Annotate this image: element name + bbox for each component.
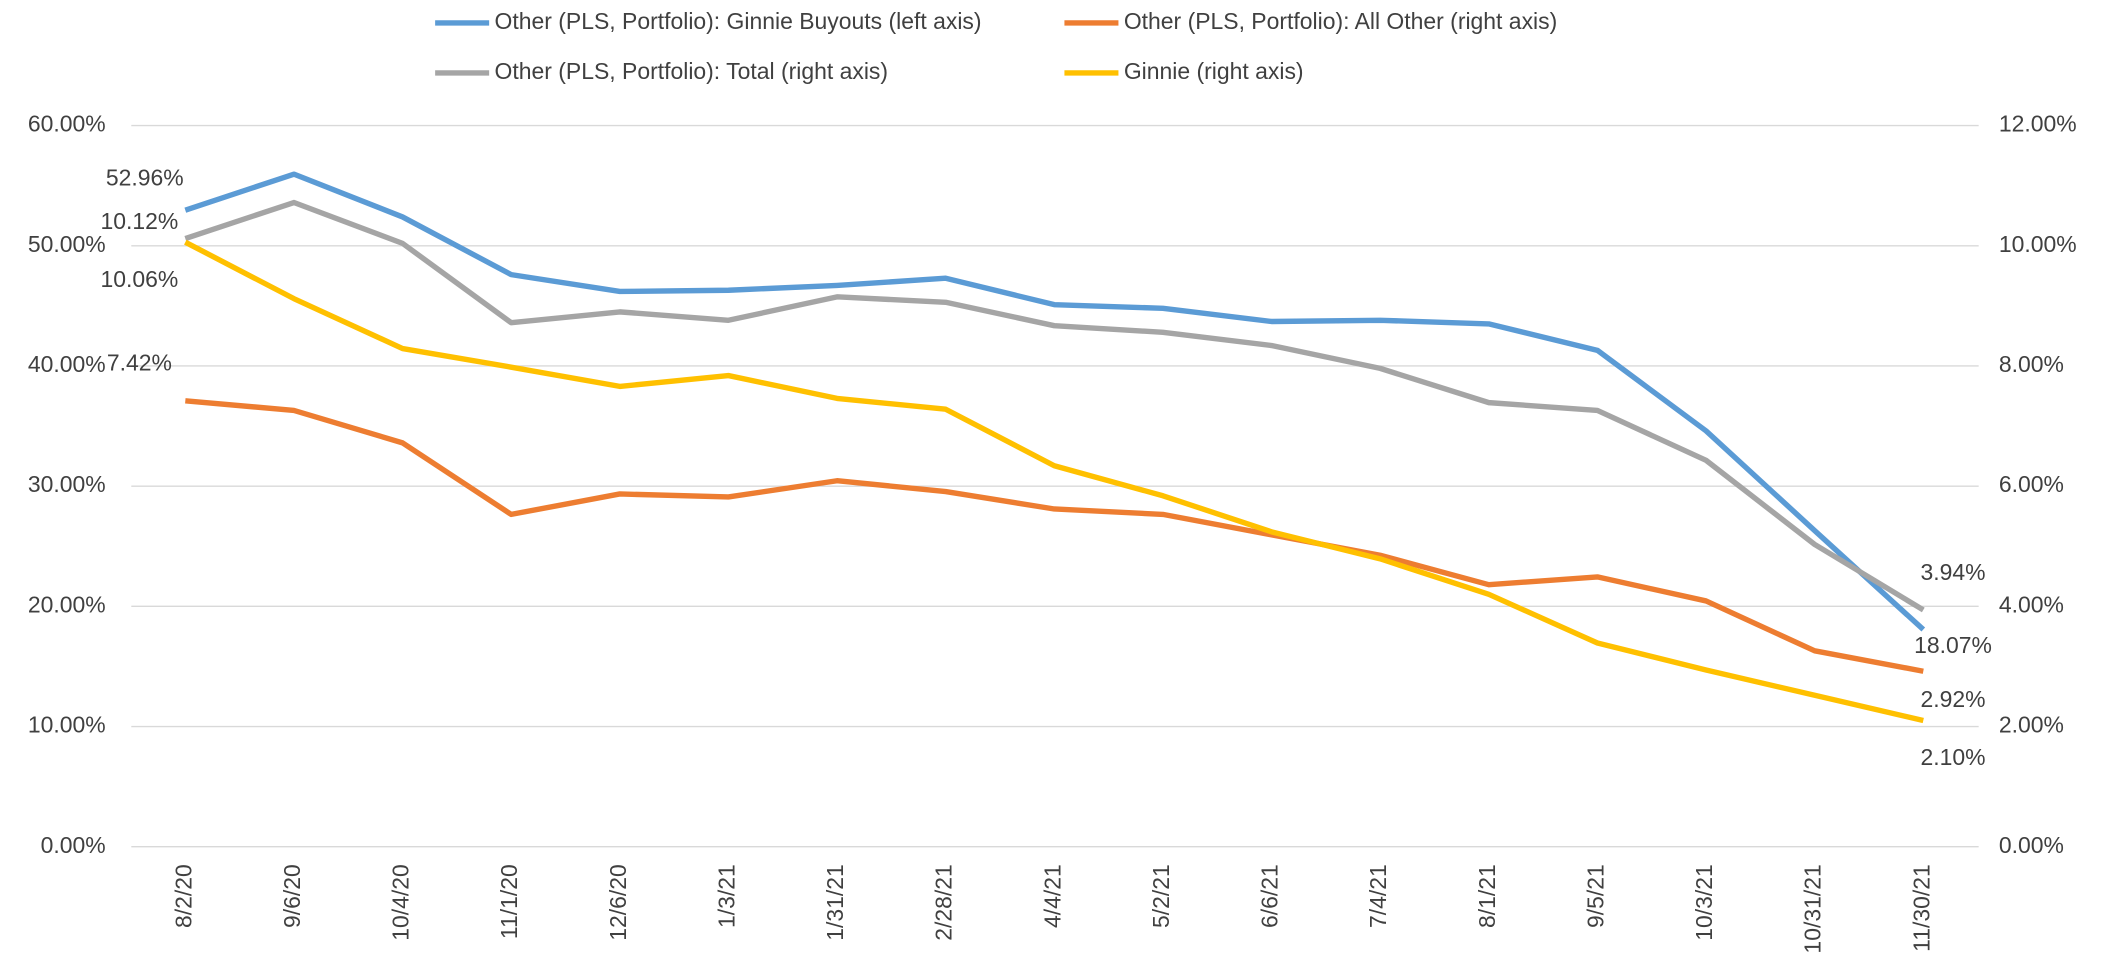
series-line <box>184 199 1925 613</box>
x-tick-label: 5/2/21 <box>1148 864 1174 928</box>
x-tick-label: 9/5/21 <box>1582 864 1608 928</box>
series-line <box>185 398 1924 674</box>
x-tick-label: 10/3/21 <box>1691 864 1717 941</box>
y-tick-label: 40.00% <box>28 351 106 377</box>
series-line <box>184 171 1926 632</box>
y-tick-label: 60.00% <box>28 111 106 137</box>
x-tick-label: 8/2/20 <box>170 864 196 928</box>
x-tick-label: 9/6/20 <box>279 864 305 928</box>
y-tick-label: 30.00% <box>28 471 106 497</box>
y2-tick-label: 4.00% <box>1999 591 2064 617</box>
value-label: 18.07% <box>1914 632 1992 658</box>
y2-tick-label: 2.00% <box>1999 712 2064 738</box>
x-tick-label: 7/4/21 <box>1365 864 1391 928</box>
value-label: 52.96% <box>106 165 184 191</box>
value-label: 10.06% <box>100 266 178 292</box>
value-label: 3.94% <box>1920 559 1985 585</box>
y2-tick-label: 10.00% <box>1999 231 2077 257</box>
legend-label: Other (PLS, Portfolio): Ginnie Buyouts (… <box>495 8 982 34</box>
x-tick-label: 11/30/21 <box>1908 864 1934 952</box>
y-tick-label: 0.00% <box>41 832 106 858</box>
legend-label: Other (PLS, Portfolio): All Other (right… <box>1124 8 1557 34</box>
y2-tick-label: 0.00% <box>1999 832 2064 858</box>
y2-tick-label: 6.00% <box>1999 471 2064 497</box>
y-tick-label: 10.00% <box>28 712 106 738</box>
x-tick-label: 6/6/21 <box>1257 864 1283 928</box>
legend-label: Other (PLS, Portfolio): Total (right axi… <box>495 58 888 84</box>
y2-tick-label: 8.00% <box>1999 351 2064 377</box>
x-tick-label: 1/3/21 <box>713 864 739 928</box>
value-label: 2.92% <box>1920 686 1985 712</box>
x-tick-label: 8/1/21 <box>1474 864 1500 928</box>
legend-label: Ginnie (right axis) <box>1124 58 1304 84</box>
x-tick-label: 11/1/20 <box>496 864 522 939</box>
x-tick-label: 10/4/20 <box>388 864 414 941</box>
series-line <box>184 239 1924 724</box>
y2-tick-label: 12.00% <box>1999 111 2077 137</box>
y-tick-label: 50.00% <box>28 231 106 257</box>
x-tick-label: 12/6/20 <box>605 864 631 941</box>
x-tick-label: 10/31/21 <box>1800 864 1826 953</box>
value-label: 7.42% <box>107 350 172 376</box>
x-tick-label: 1/31/21 <box>822 864 848 941</box>
value-label: 2.10% <box>1920 744 1985 770</box>
value-label: 10.12% <box>100 208 178 234</box>
x-tick-label: 2/28/21 <box>931 864 957 941</box>
x-tick-label: 4/4/21 <box>1039 864 1065 928</box>
y-tick-label: 20.00% <box>28 591 106 617</box>
